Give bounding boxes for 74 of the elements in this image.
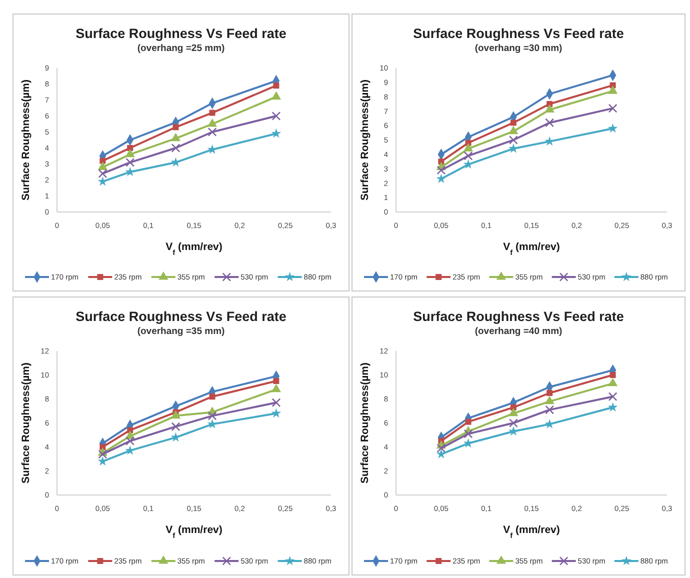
x-axis-title: V$_{f}$ (mm/rev)	[166, 524, 222, 540]
point	[207, 419, 218, 428]
point	[546, 390, 553, 396]
point	[608, 104, 618, 113]
chart-title: Surface Roughness Vs Feed rate	[76, 309, 287, 324]
point	[436, 444, 446, 453]
point	[508, 136, 518, 144]
chart-subtitle: (overhang =35 mm)	[137, 326, 225, 337]
point	[100, 158, 106, 164]
point	[125, 166, 135, 176]
y-axis-title: Surface Roughness(µm)	[20, 80, 32, 200]
y-axis-title: Surface Roughness(µm)	[359, 362, 371, 484]
point	[98, 450, 108, 459]
point	[271, 384, 282, 392]
point	[610, 372, 616, 378]
point	[436, 449, 446, 458]
chart-subtitle: (overhang =30 mm)	[474, 43, 562, 54]
point	[508, 426, 518, 436]
chart-subtitle: (overhang =25 mm)	[137, 43, 225, 54]
x-axis-title: V$_{f}$ (mm/rev)	[166, 241, 222, 256]
point	[170, 132, 181, 142]
point	[465, 418, 472, 425]
point	[464, 429, 473, 438]
point	[608, 85, 618, 94]
point	[272, 112, 281, 120]
point	[271, 128, 282, 138]
point	[127, 145, 134, 151]
point	[608, 392, 618, 402]
point	[510, 120, 516, 126]
point	[544, 396, 554, 404]
chart-title: Surface Roughness Vs Feed rate	[413, 309, 624, 324]
point	[126, 436, 135, 446]
chart-title: Surface Roughness Vs Feed rate	[413, 26, 624, 41]
point	[608, 378, 618, 386]
point	[171, 422, 180, 432]
point	[209, 110, 216, 116]
point	[436, 174, 446, 184]
point	[273, 378, 280, 384]
point	[127, 427, 134, 434]
point	[436, 166, 446, 175]
point	[272, 398, 281, 408]
point	[207, 118, 218, 127]
x-axis-title: V$_{f}$ (mm/rev)	[503, 241, 560, 256]
chart-subtitle: (overhang =40 mm)	[474, 326, 562, 337]
point	[209, 394, 216, 400]
point	[125, 445, 135, 455]
point	[545, 405, 554, 414]
point	[98, 169, 108, 178]
point	[508, 408, 518, 416]
y-axis-title: Surface Roughness(µm)	[359, 80, 371, 200]
point	[544, 136, 554, 146]
point	[172, 124, 179, 130]
x-axis-title: V$_{f}$ (mm/rev)	[503, 524, 560, 540]
point	[544, 104, 554, 113]
point	[464, 151, 473, 160]
point	[271, 408, 282, 418]
point	[608, 402, 618, 412]
point	[273, 82, 280, 89]
point	[545, 118, 554, 128]
point	[98, 162, 108, 170]
point	[170, 410, 181, 419]
point	[208, 128, 217, 136]
point	[208, 411, 217, 420]
point	[125, 148, 135, 158]
y-axis-title: Surface Roughness(µm)	[20, 362, 32, 484]
point	[508, 126, 518, 134]
point	[271, 91, 282, 100]
point	[608, 123, 618, 133]
point	[126, 158, 135, 167]
point	[463, 143, 474, 152]
point	[508, 418, 518, 428]
chart-title: Surface Roughness Vs Feed rate	[76, 26, 287, 41]
point	[544, 419, 554, 428]
point	[171, 144, 180, 152]
